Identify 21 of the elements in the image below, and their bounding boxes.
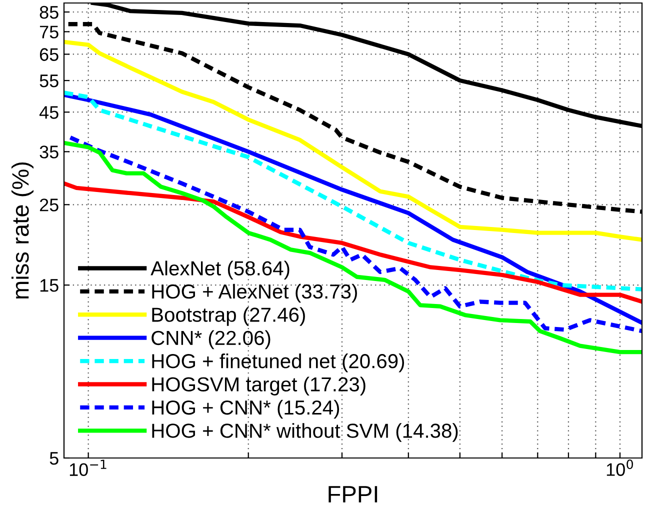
y-tick-label: 75 bbox=[40, 26, 58, 38]
y-tick-label: 35 bbox=[40, 146, 58, 158]
y-axis-title: miss rate (%) bbox=[11, 162, 34, 298]
legend-label: HOG + finetuned net (20.69) bbox=[152, 354, 404, 372]
y-tick-label: 85 bbox=[40, 6, 58, 19]
x-axis-title: FPPI bbox=[328, 486, 378, 502]
legend-label: CNN* (22.06) bbox=[152, 330, 270, 350]
y-tick-label: 5 bbox=[50, 452, 58, 465]
legend-label: HOG + AlexNet (33.73) bbox=[152, 284, 357, 303]
legend-label: HOGSVM target (17.23) bbox=[152, 376, 366, 396]
y-tick-label: 15 bbox=[40, 279, 58, 292]
y-tick-label: 65 bbox=[40, 48, 58, 61]
legend-label: HOG + CNN* without SVM (14.38) bbox=[152, 423, 458, 442]
x-tick-label: 10$^{−1}$ bbox=[70, 460, 106, 476]
x-tick-label: 10$^{0}$ bbox=[606, 460, 634, 476]
y-tick-label: 45 bbox=[39, 106, 58, 119]
legend-label: HOG + CNN* (15.24) bbox=[152, 400, 340, 419]
y-tick-label: 25 bbox=[40, 198, 58, 212]
y-tick-label: 55 bbox=[40, 74, 58, 88]
legend-label: Bootstrap (27.46) bbox=[152, 307, 305, 326]
legend-label: AlexNet (58.64) bbox=[150, 260, 290, 280]
